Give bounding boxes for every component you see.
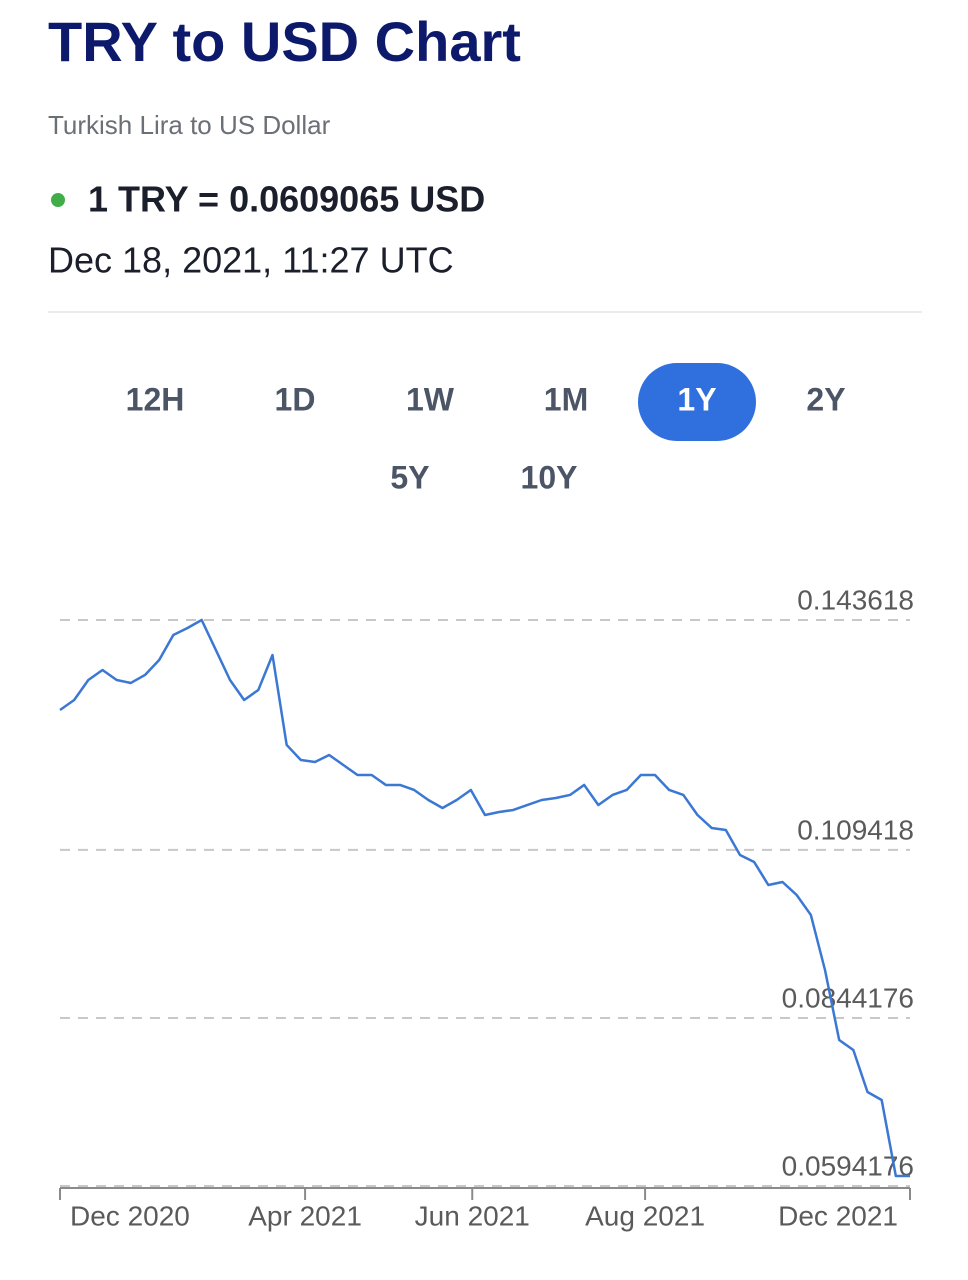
x-tick-label: Dec 2020 (70, 1200, 190, 1231)
y-tick-label: 0.0844176 (782, 982, 914, 1013)
range-button[interactable]: 1Y (638, 363, 756, 441)
range-button[interactable]: 1W (406, 381, 455, 417)
range-button-label[interactable]: 1D (275, 381, 316, 417)
range-button-label[interactable]: 1W (406, 381, 455, 417)
subtitle: Turkish Lira to US Dollar (48, 110, 331, 140)
range-button-label[interactable]: 5Y (390, 459, 429, 495)
x-tick-label: Jun 2021 (415, 1200, 530, 1231)
y-tick-label: 0.143618 (797, 584, 914, 615)
y-tick-label: 0.109418 (797, 814, 914, 845)
timestamp: Dec 18, 2021, 11:27 UTC (48, 240, 454, 281)
range-button-label[interactable]: 12H (126, 381, 185, 417)
range-button[interactable]: 1D (275, 381, 316, 417)
time-range-selector: 12H 1D 1W 1M 1Y 2Y 5Y 10Y (126, 363, 846, 495)
range-button-label[interactable]: 2Y (806, 381, 845, 417)
status-dot (51, 193, 65, 207)
range-button-bg[interactable] (638, 363, 756, 441)
range-button[interactable]: 1M (544, 381, 588, 417)
range-button[interactable]: 12H (126, 381, 185, 417)
x-tick-label: Apr 2021 (248, 1200, 362, 1231)
rate: 1 TRY = 0.0609065 USD (88, 179, 485, 220)
x-tick-label: Dec 2021 (778, 1200, 898, 1231)
range-button[interactable]: 5Y (390, 459, 429, 495)
range-button[interactable]: 10Y (521, 459, 578, 495)
price-line (59, 618, 911, 1178)
range-button-label[interactable]: 10Y (521, 459, 578, 495)
x-tick-label: Aug 2021 (585, 1200, 705, 1231)
range-button[interactable]: 2Y (806, 381, 845, 417)
title: TRY to USD Chart (48, 10, 521, 73)
range-button-label[interactable]: 1M (544, 381, 588, 417)
range-button-label[interactable]: 1Y (677, 381, 716, 417)
